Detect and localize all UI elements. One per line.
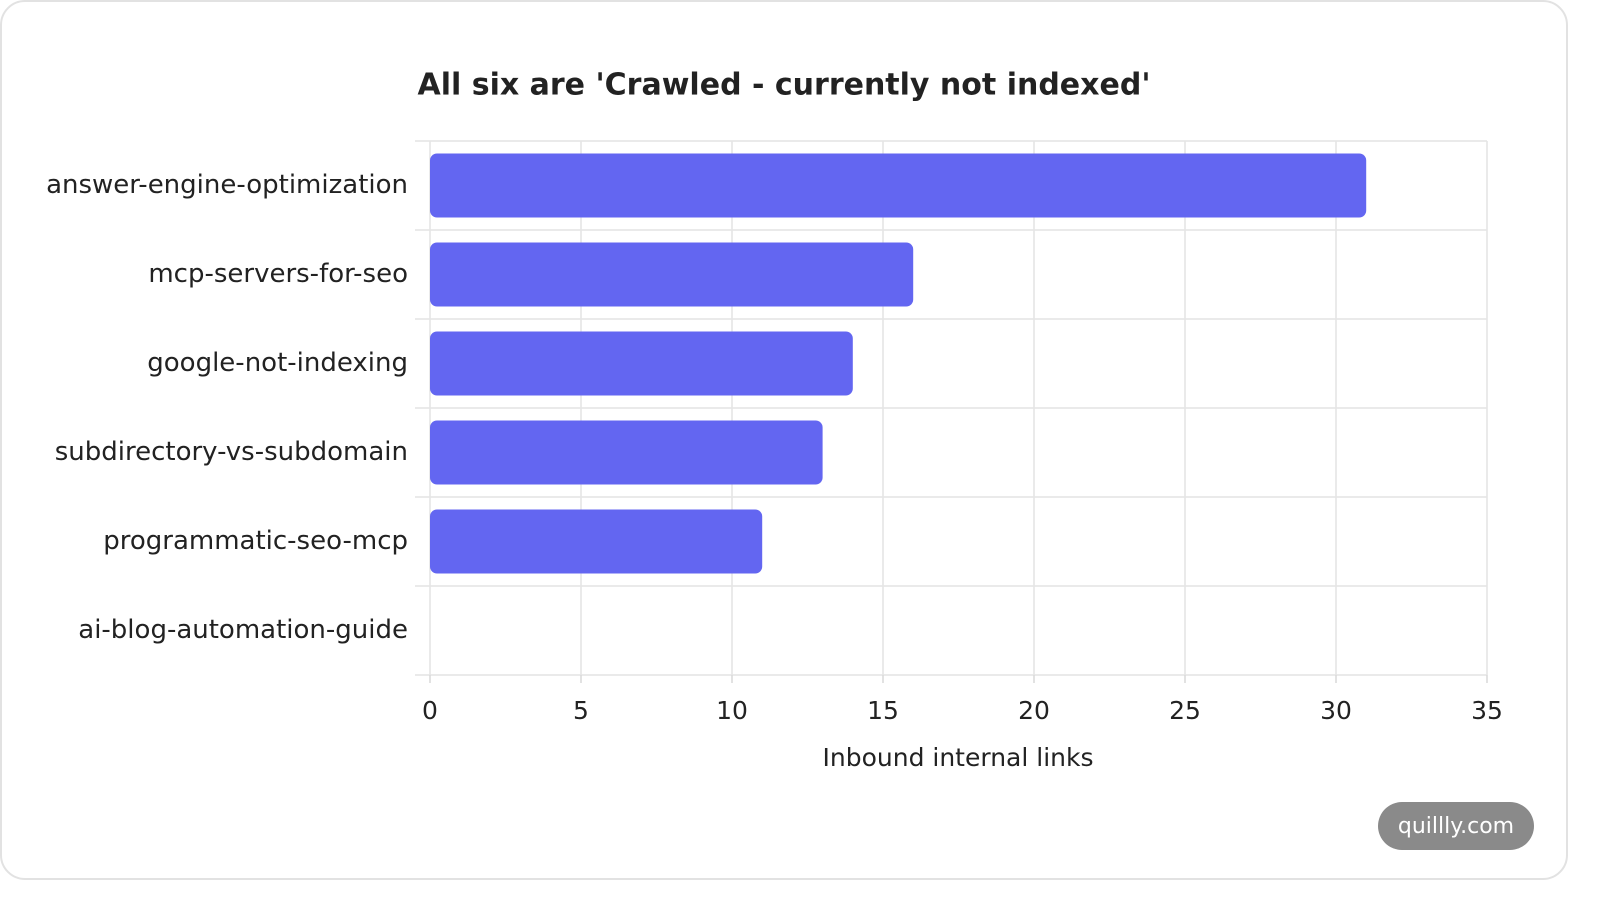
bar [430, 153, 1367, 218]
x-tick-label: 0 [422, 696, 438, 725]
watermark: quillly.com [1398, 814, 1514, 839]
x-tick-label: 5 [573, 696, 589, 725]
x-tick-label: 30 [1320, 696, 1352, 725]
y-tick-label: ai-blog-automation-guide [78, 615, 408, 645]
bar [430, 331, 853, 396]
watermark-badge [1378, 802, 1534, 850]
y-tick-label: programmatic-seo-mcp [103, 526, 408, 556]
y-tick-label: mcp-servers-for-seo [148, 259, 408, 289]
y-tick-label: subdirectory-vs-subdomain [55, 437, 408, 467]
bar [430, 242, 914, 307]
bar [430, 509, 763, 574]
x-tick-label: 25 [1169, 696, 1201, 725]
chart-title: All six are 'Crawled - currently not ind… [417, 68, 1150, 103]
x-tick-label: 15 [867, 696, 899, 725]
x-tick-label: 20 [1018, 696, 1050, 725]
x-tick-label: 35 [1471, 696, 1503, 725]
bar [430, 420, 823, 485]
y-tick-label: google-not-indexing [147, 348, 408, 378]
x-axis-label: Inbound internal links [823, 743, 1094, 772]
x-tick-label: 10 [716, 696, 748, 725]
y-tick-label: answer-engine-optimization [46, 170, 408, 200]
